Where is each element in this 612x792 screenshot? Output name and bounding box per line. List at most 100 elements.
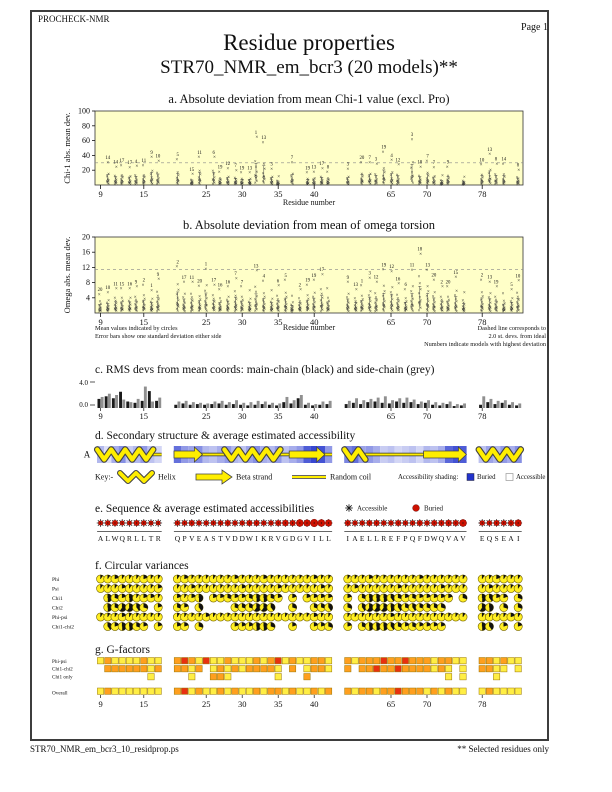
svg-text:20: 20: [197, 280, 202, 285]
svg-text:D: D: [290, 534, 296, 543]
svg-text:×: ×: [411, 137, 414, 143]
svg-text:×: ×: [240, 182, 243, 188]
svg-text:×: ×: [313, 300, 316, 306]
svg-text:×: ×: [346, 177, 349, 183]
svg-text:17: 17: [182, 276, 187, 281]
svg-text:×: ×: [233, 299, 236, 305]
svg-text:×: ×: [277, 300, 280, 306]
svg-text:20: 20: [98, 288, 103, 293]
svg-text:×: ×: [135, 298, 138, 304]
svg-text:19: 19: [381, 146, 386, 151]
svg-text:×: ×: [454, 306, 457, 312]
svg-text:×: ×: [426, 171, 429, 177]
svg-text:×: ×: [226, 176, 229, 182]
svg-text:×: ×: [454, 293, 457, 299]
svg-text:17: 17: [127, 161, 132, 166]
svg-text:×: ×: [432, 181, 435, 187]
svg-text:×: ×: [433, 305, 436, 311]
svg-text:×: ×: [115, 305, 118, 311]
svg-text:×: ×: [142, 305, 145, 311]
svg-text:×: ×: [226, 180, 229, 186]
svg-text:×: ×: [98, 307, 101, 313]
svg-text:×: ×: [404, 296, 407, 302]
svg-text:×: ×: [447, 294, 450, 300]
svg-text:×: ×: [312, 178, 315, 184]
svg-text:2: 2: [440, 280, 443, 285]
svg-text:×: ×: [219, 181, 222, 187]
svg-text:×: ×: [411, 174, 414, 180]
svg-text:×: ×: [127, 176, 130, 182]
svg-text:R: R: [156, 534, 161, 543]
svg-text:×: ×: [142, 308, 145, 314]
svg-text:×: ×: [99, 308, 102, 314]
svg-text:×: ×: [115, 301, 118, 307]
svg-text:×: ×: [176, 282, 179, 288]
svg-text:×: ×: [182, 307, 185, 313]
svg-text:W: W: [246, 534, 254, 543]
svg-text:Chi1-chi2: Chi1-chi2: [52, 667, 73, 673]
svg-text:×: ×: [502, 299, 505, 305]
svg-text:70: 70: [423, 189, 432, 199]
svg-text:×: ×: [353, 303, 356, 309]
svg-text:×: ×: [175, 307, 178, 313]
svg-text:×: ×: [142, 177, 145, 183]
svg-text:×: ×: [107, 182, 110, 188]
svg-text:×: ×: [360, 171, 363, 177]
svg-text:×: ×: [516, 182, 519, 188]
svg-text:60: 60: [82, 136, 90, 145]
svg-text:×: ×: [312, 302, 315, 308]
svg-text:×: ×: [305, 305, 308, 311]
svg-text:×: ×: [383, 305, 386, 311]
svg-text:×: ×: [255, 135, 258, 141]
svg-text:×: ×: [461, 304, 464, 310]
svg-text:×: ×: [143, 297, 146, 303]
svg-text:×: ×: [375, 161, 378, 167]
svg-text:25: 25: [202, 699, 211, 709]
svg-text:×: ×: [410, 305, 413, 311]
svg-text:7: 7: [241, 280, 244, 285]
svg-text:D: D: [239, 534, 245, 543]
svg-text:×: ×: [361, 174, 364, 180]
svg-text:×: ×: [461, 179, 464, 185]
svg-text:×: ×: [312, 181, 315, 187]
svg-text:×: ×: [291, 171, 294, 177]
svg-text:×: ×: [397, 308, 400, 314]
svg-text:×: ×: [127, 298, 130, 304]
svg-text:×: ×: [410, 299, 413, 305]
svg-text:12: 12: [396, 158, 401, 163]
section-f-title: f. Circular variances: [95, 560, 189, 572]
svg-text:25: 25: [202, 189, 211, 199]
svg-text:9: 9: [150, 151, 153, 156]
svg-text:Chi2: Chi2: [52, 606, 63, 612]
svg-text:35: 35: [274, 189, 283, 199]
svg-text:×: ×: [441, 180, 444, 186]
svg-text:×: ×: [327, 295, 330, 301]
svg-text:P: P: [183, 534, 187, 543]
svg-text:×: ×: [502, 172, 505, 178]
svg-text:×: ×: [269, 299, 272, 305]
svg-text:S: S: [495, 534, 499, 543]
svg-text:×: ×: [240, 305, 243, 311]
svg-text:×: ×: [439, 294, 442, 300]
svg-text:×: ×: [226, 284, 229, 290]
svg-text:×: ×: [419, 164, 422, 170]
svg-text:×: ×: [233, 309, 236, 315]
svg-text:×: ×: [346, 302, 349, 308]
svg-text:×: ×: [502, 161, 505, 167]
svg-text:×: ×: [510, 309, 513, 315]
svg-text:×: ×: [183, 301, 186, 307]
svg-text:×: ×: [227, 306, 230, 312]
svg-text:×: ×: [176, 170, 179, 176]
svg-text:×: ×: [299, 309, 302, 315]
svg-text:×: ×: [441, 284, 444, 290]
svg-text:×: ×: [432, 294, 435, 300]
svg-text:Accessible: Accessible: [516, 474, 545, 481]
svg-text:×: ×: [183, 291, 186, 297]
svg-text:L: L: [367, 534, 372, 543]
svg-text:×: ×: [347, 291, 350, 297]
chart-b-xaxis-label: Residue number: [282, 323, 336, 332]
svg-text:×: ×: [463, 306, 466, 312]
svg-text:×: ×: [502, 177, 505, 183]
